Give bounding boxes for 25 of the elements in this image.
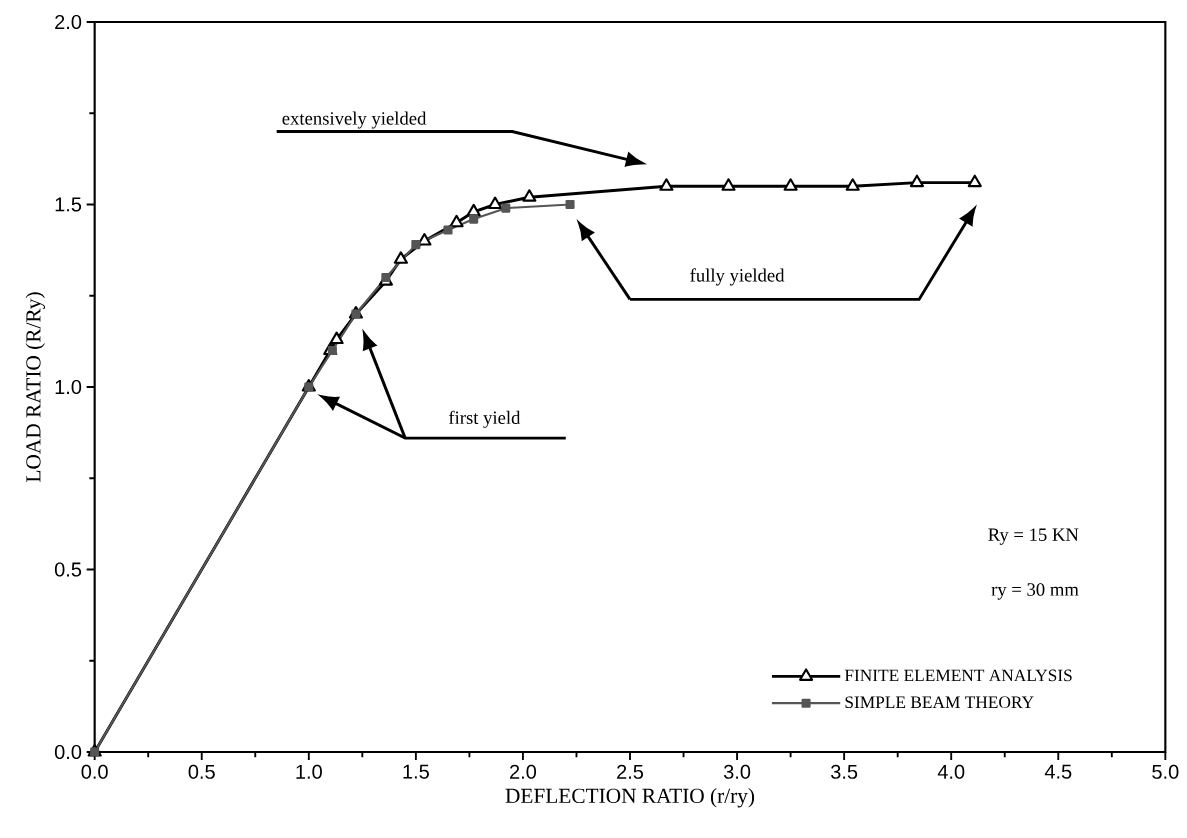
- x-tick-label: 0.0: [81, 764, 108, 779]
- x-tick-label: 0.5: [188, 764, 215, 779]
- y-axis-title: LOAD RATIO (R/Ry): [25, 292, 45, 482]
- x-tick-label: 3.5: [830, 764, 858, 779]
- annotation: Ry = 15 KN: [988, 528, 1079, 545]
- annotation: extensively yielded: [282, 111, 427, 129]
- x-tick-label: 2.0: [510, 764, 537, 779]
- legend-label: FINITE ELEMENT ANALYSIS: [844, 669, 1072, 682]
- x-tick-label: 1.0: [296, 764, 322, 779]
- y-tick-label: 1.0: [55, 379, 82, 395]
- x-tick-label: 4.5: [1044, 764, 1072, 779]
- x-tick-label: 1.5: [403, 764, 429, 779]
- y-tick-label: 0.0: [54, 744, 82, 760]
- annotation: ry = 30 mm: [991, 583, 1079, 600]
- x-tick-label: 5.0: [1152, 764, 1179, 779]
- annotation: fully yielded: [690, 268, 785, 286]
- x-tick-label: 2.5: [617, 764, 644, 779]
- y-tick-label: 1.5: [55, 197, 82, 212]
- legend-label: SIMPLE BEAM THEORY: [845, 696, 1034, 709]
- annotation: first yield: [448, 410, 521, 428]
- y-tick-label: 0.5: [54, 562, 82, 577]
- x-tick-label: 3.0: [723, 764, 751, 779]
- x-axis-title: DEFLECTION RATIO (r/ry): [505, 788, 755, 808]
- y-tick-label: 2.0: [55, 14, 82, 30]
- x-tick-label: 4.0: [937, 764, 965, 779]
